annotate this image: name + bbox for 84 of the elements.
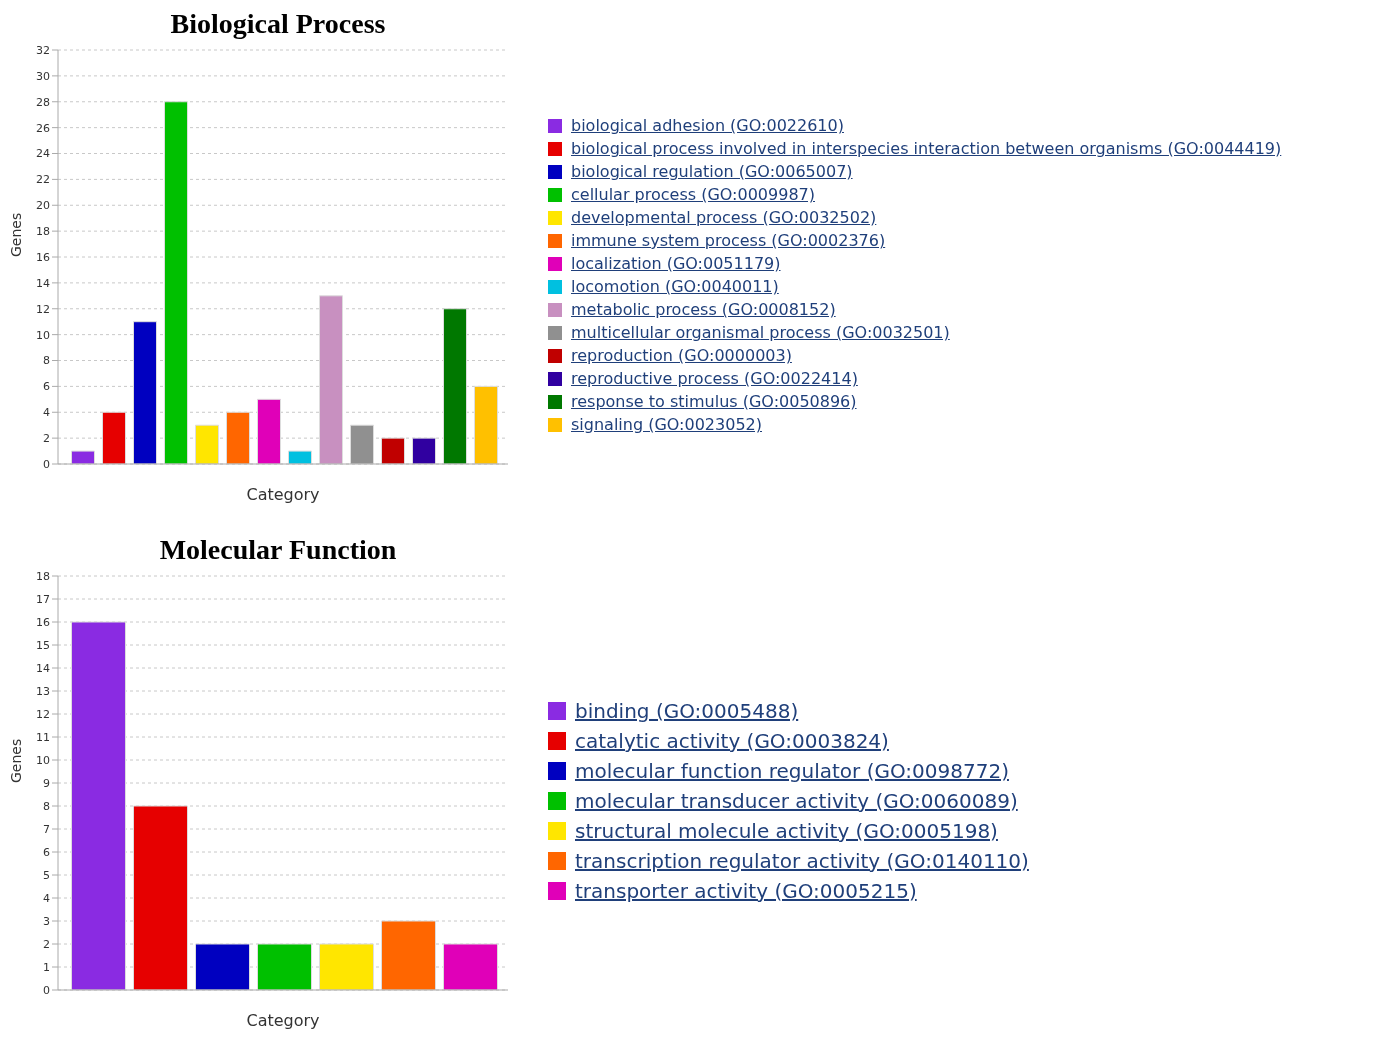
chart-title: Biological Process [169, 8, 387, 40]
bar [443, 943, 498, 990]
legend-label: transcription regulator activity (GO:0140110) [575, 849, 1029, 873]
y-tick-label: 14 [36, 661, 50, 675]
legend-label: reproductive process (GO:0022414) [571, 369, 858, 388]
legend-label: metabolic process (GO:0008152) [571, 300, 836, 319]
legend-label: molecular transducer activity (GO:0060089) [575, 789, 1018, 813]
y-axis-title: Genes [7, 212, 24, 257]
y-tick-label: 3 [43, 914, 50, 928]
bar [257, 943, 312, 990]
legend-label: structural molecule activity (GO:0005198) [575, 819, 998, 843]
y-tick-label: 10 [36, 328, 50, 342]
bar [288, 450, 312, 464]
y-tick-label: 15 [36, 638, 50, 652]
x-axis-title: Category [246, 485, 320, 504]
y-tick-label: 7 [43, 822, 50, 836]
bar [381, 437, 405, 464]
y-tick-label: 16 [36, 250, 50, 264]
legend-label: transporter activity (GO:0005215) [575, 879, 917, 903]
legend-label: immune system process (GO:0002376) [571, 231, 886, 250]
y-tick-label: 8 [43, 799, 50, 813]
bar [71, 621, 126, 990]
bar [412, 437, 436, 464]
bar [164, 101, 188, 464]
bar [133, 321, 157, 464]
y-tick-label: 24 [36, 147, 50, 161]
y-tick-label: 9 [43, 776, 50, 790]
y-tick-label: 2 [43, 432, 50, 446]
legend-label: catalytic activity (GO:0003824) [575, 729, 889, 753]
bar [257, 398, 281, 464]
legend-label: molecular function regulator (GO:0098772) [575, 759, 1009, 783]
y-tick-label: 4 [43, 891, 50, 905]
bar [133, 805, 188, 990]
y-tick-label: 13 [36, 684, 50, 698]
y-tick-label: 12 [36, 707, 50, 721]
bar [226, 411, 250, 464]
y-tick-label: 28 [36, 95, 50, 109]
y-tick-label: 30 [36, 69, 50, 83]
y-tick-label: 2 [43, 937, 50, 951]
bar [71, 450, 95, 464]
bar [474, 385, 498, 464]
bar [102, 411, 126, 464]
y-tick-label: 1 [43, 960, 50, 974]
legend-label: reproduction (GO:0000003) [571, 346, 792, 365]
y-tick-label: 8 [43, 354, 50, 368]
legend-label: cellular process (GO:0009987) [571, 185, 815, 204]
y-tick-label: 6 [43, 845, 50, 859]
legend-label: biological regulation (GO:0065007) [571, 162, 853, 181]
legend-label: response to stimulus (GO:0050896) [571, 392, 857, 411]
y-tick-label: 0 [43, 983, 50, 997]
y-tick-label: 32 [36, 43, 50, 57]
bar [350, 424, 374, 464]
y-tick-label: 16 [36, 615, 50, 629]
legend-label: binding (GO:0005488) [575, 699, 799, 723]
y-tick-label: 5 [43, 868, 50, 882]
y-tick-label: 0 [43, 457, 50, 471]
y-axis-title: Genes [7, 738, 24, 783]
y-tick-label: 10 [36, 753, 50, 767]
y-tick-label: 4 [43, 406, 50, 420]
legend-label: localization (GO:0051179) [571, 254, 781, 273]
chart-title: Molecular Function [158, 534, 398, 566]
legend-label: biological adhesion (GO:0022610) [571, 116, 844, 135]
y-tick-label: 18 [36, 569, 50, 583]
bar [381, 920, 436, 990]
x-axis-title: Category [246, 1011, 320, 1030]
y-tick-label: 12 [36, 302, 50, 316]
legend-label: signaling (GO:0023052) [571, 415, 762, 434]
y-tick-label: 20 [36, 199, 50, 213]
bar [195, 943, 250, 990]
legend-label: developmental process (GO:0032502) [571, 208, 877, 227]
legend-label: locomotion (GO:0040011) [571, 277, 779, 296]
y-tick-label: 17 [36, 592, 50, 606]
bar [319, 943, 374, 990]
y-tick-label: 22 [36, 173, 50, 187]
y-tick-label: 18 [36, 225, 50, 239]
y-tick-label: 11 [36, 730, 50, 744]
bar [319, 295, 343, 464]
y-tick-label: 6 [43, 380, 50, 394]
legend-label: biological process involved in interspecies interaction between organisms (GO:0044419) [571, 139, 1282, 158]
y-tick-label: 26 [36, 121, 50, 135]
legend-label: multicellular organismal process (GO:0032501) [571, 323, 950, 342]
y-tick-label: 14 [36, 276, 50, 290]
bar [443, 308, 467, 464]
bar [195, 424, 219, 464]
